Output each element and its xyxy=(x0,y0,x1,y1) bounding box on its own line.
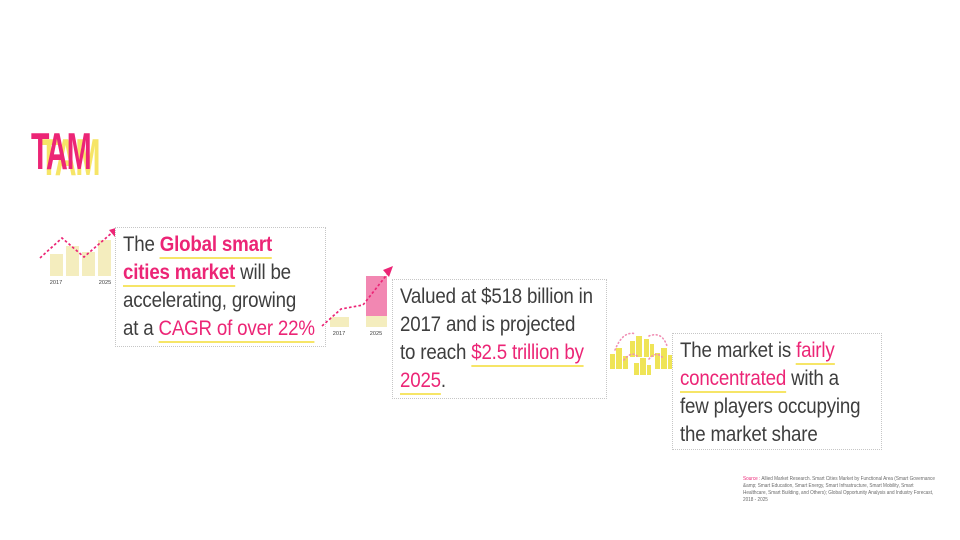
bar-comparison-trend-icon: 2017 2025 xyxy=(321,266,393,337)
page-title: TAM xyxy=(31,123,92,181)
trend-line xyxy=(39,230,115,259)
text-segment: will be accelerating, growing at a xyxy=(123,260,297,340)
chart-year-label: 2017 xyxy=(333,331,345,337)
growth-text: The Global smart cities market will be acc… xyxy=(123,230,332,343)
text-segment: The market is xyxy=(680,338,797,362)
trend-line xyxy=(321,271,390,327)
bar-chart-trend-icon: 2017 2025 xyxy=(39,227,119,286)
city-cluster-top xyxy=(630,336,654,357)
connection-arc xyxy=(648,333,668,347)
text-segment: Source : xyxy=(743,476,762,482)
text-segment: CAGR of over 22% xyxy=(158,316,315,343)
text-segment: Allied Market Research. Smart Cities Mar… xyxy=(743,476,935,503)
city-cluster-left xyxy=(610,348,628,369)
text-segment: . xyxy=(440,368,446,392)
trend-arrowhead xyxy=(383,266,393,277)
city-cluster-right xyxy=(655,348,672,369)
text-segment: Global smart cities market xyxy=(123,232,272,287)
connection-arc xyxy=(623,353,639,361)
text-segment: Valued at $518 billion in 2017 and is pro… xyxy=(400,284,593,364)
valuation-text: Valued at $518 billion in 2017 and is pro… xyxy=(400,282,609,395)
chart-year-label: 2025 xyxy=(370,331,382,337)
growth-text-block: The Global smart cities market will be acc… xyxy=(115,227,326,347)
connection-arc xyxy=(648,353,663,360)
text-segment: $2.5 trillion by 2025 xyxy=(400,340,584,395)
source-citation: Source : Allied Market Research. Smart C… xyxy=(743,476,937,504)
text-segment: fairly concentrated xyxy=(680,338,835,393)
chart-year-label: 2025 xyxy=(99,280,111,286)
chart-year-label: 2017 xyxy=(50,280,62,286)
text-segment: The xyxy=(123,232,160,256)
city-cluster-bottom xyxy=(634,358,651,375)
valuation-text-block: Valued at $518 billion in 2017 and is pro… xyxy=(392,279,607,399)
text-segment: with a few players occupying the market sh… xyxy=(680,366,861,446)
market-clusters-network-icon xyxy=(610,332,672,375)
connection-arc xyxy=(614,332,637,351)
